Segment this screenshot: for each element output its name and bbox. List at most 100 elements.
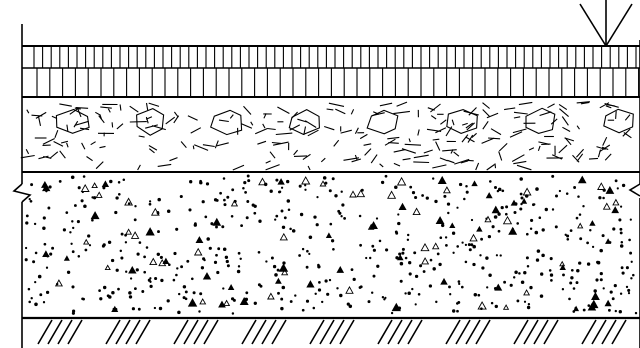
concrete-dot	[141, 290, 145, 293]
concrete-dot	[143, 270, 147, 274]
concrete-aggregate	[63, 255, 70, 261]
stone-stroke	[76, 107, 82, 118]
concrete-dot	[470, 218, 474, 222]
concrete-dot	[120, 256, 124, 260]
concrete-dot	[186, 259, 190, 263]
concrete-aggregate	[391, 302, 401, 312]
concrete-dot	[45, 290, 50, 295]
concrete-dot	[414, 195, 418, 200]
concrete-dot	[505, 205, 509, 209]
concrete-dot	[341, 203, 345, 207]
concrete-dot	[407, 291, 411, 295]
concrete-dot	[159, 255, 163, 259]
stone-stroke	[564, 137, 572, 146]
stone-stroke	[190, 127, 202, 134]
concrete-dot	[519, 177, 523, 181]
concrete-dot	[372, 248, 376, 252]
concrete-dot	[182, 285, 187, 289]
concrete-aggregate	[612, 198, 620, 206]
stone-stroke	[95, 111, 101, 116]
concrete-dot	[98, 289, 101, 292]
concrete-dot	[565, 192, 569, 195]
stone-stroke	[461, 134, 469, 143]
concrete-dot	[306, 249, 309, 253]
stone-stroke	[326, 108, 334, 111]
stone-stroke	[119, 104, 122, 111]
concrete-dot	[257, 283, 261, 287]
concrete-dot	[222, 177, 226, 180]
concrete-dot	[315, 223, 319, 227]
stone-stroke	[468, 107, 477, 116]
stone-stroke	[293, 155, 308, 157]
concrete-dot	[472, 262, 476, 267]
concrete-dot	[329, 222, 333, 226]
concrete-aggregate	[162, 257, 170, 264]
concrete-dot	[457, 280, 461, 283]
concrete-dot	[175, 227, 179, 231]
stone-stroke	[165, 116, 176, 125]
concrete-dot	[99, 297, 103, 301]
concrete-dot	[596, 260, 601, 265]
concrete-dot	[334, 194, 338, 198]
stone-stroke	[393, 162, 401, 167]
concrete-aggregate	[267, 292, 275, 300]
concrete-dot	[148, 200, 152, 203]
stone-stroke	[471, 132, 477, 139]
concrete-aggregate	[83, 238, 90, 245]
concrete-dot	[443, 194, 447, 198]
stone-stroke	[572, 154, 580, 163]
stone-stroke	[269, 151, 276, 159]
concrete-dot	[599, 248, 603, 253]
earth-hatch-line	[57, 319, 73, 345]
concrete-dot	[629, 251, 633, 255]
concrete-dot	[414, 303, 417, 306]
concrete-aggregate	[605, 185, 615, 194]
concrete-dot	[397, 222, 400, 225]
concrete-dot	[566, 237, 570, 241]
concrete-dot	[570, 276, 574, 280]
concrete-dot	[461, 241, 464, 244]
concrete-dot	[205, 182, 210, 186]
concrete-dot	[384, 174, 388, 178]
concrete-dot	[539, 294, 544, 298]
earth-hatch-line	[115, 319, 131, 345]
concrete-dot	[148, 202, 152, 206]
concrete-dot	[278, 190, 282, 194]
concrete-dot	[408, 272, 412, 276]
concrete-dot	[39, 293, 43, 297]
concrete-dot	[253, 301, 257, 305]
concrete-aggregate	[469, 233, 478, 242]
concrete-dot	[394, 185, 398, 190]
earth-hatch-line	[513, 319, 529, 345]
concrete-dot	[120, 232, 124, 236]
concrete-dot	[456, 245, 460, 248]
concrete-aggregate	[522, 187, 532, 196]
stone-stroke	[588, 157, 599, 160]
concrete-dot	[495, 254, 499, 257]
stone-stroke	[602, 136, 608, 146]
concrete-aggregate	[187, 298, 198, 307]
concrete-dot	[115, 196, 119, 200]
earth-hatch-line	[377, 319, 393, 345]
concrete-dot	[611, 297, 615, 301]
concrete-dot	[236, 269, 241, 274]
concrete-dot	[275, 214, 279, 218]
concrete-dot	[304, 184, 307, 187]
concrete-dot	[281, 225, 286, 230]
stone-stroke	[599, 102, 610, 109]
stone-stroke	[148, 102, 160, 107]
concrete-dot	[464, 260, 468, 264]
earth-hatch-line	[173, 319, 189, 345]
concrete-dot	[586, 241, 589, 245]
stone-stroke	[513, 116, 521, 119]
concrete-dot	[614, 179, 618, 183]
concrete-dot	[516, 222, 520, 225]
concrete-dot	[184, 297, 188, 301]
concrete-dot	[313, 215, 317, 219]
concrete-dot	[51, 246, 55, 250]
concrete-dot	[578, 213, 582, 216]
concrete-dot	[338, 211, 342, 215]
stone-stroke	[388, 142, 399, 144]
concrete-dot	[408, 261, 412, 265]
concrete-dot	[286, 179, 290, 184]
